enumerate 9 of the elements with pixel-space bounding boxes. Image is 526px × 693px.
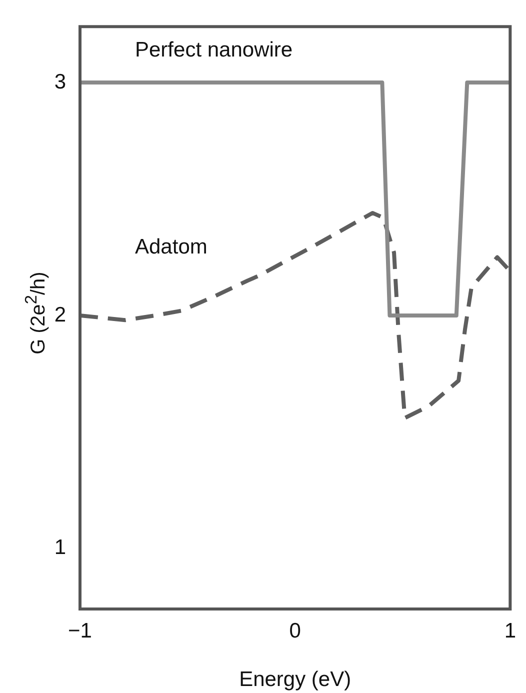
x-tick-label: −1 <box>68 619 92 642</box>
y-tick-label: 2 <box>54 303 66 326</box>
x-tick-label: 0 <box>289 619 301 642</box>
series-label: Adatom <box>135 235 208 258</box>
series-label: Perfect nanowire <box>135 38 293 62</box>
y-tick-label: 1 <box>54 536 66 560</box>
x-axis-title: Energy (eV) <box>239 668 352 692</box>
x-tick-label: 1 <box>504 619 516 642</box>
y-tick-label: 3 <box>54 70 66 94</box>
